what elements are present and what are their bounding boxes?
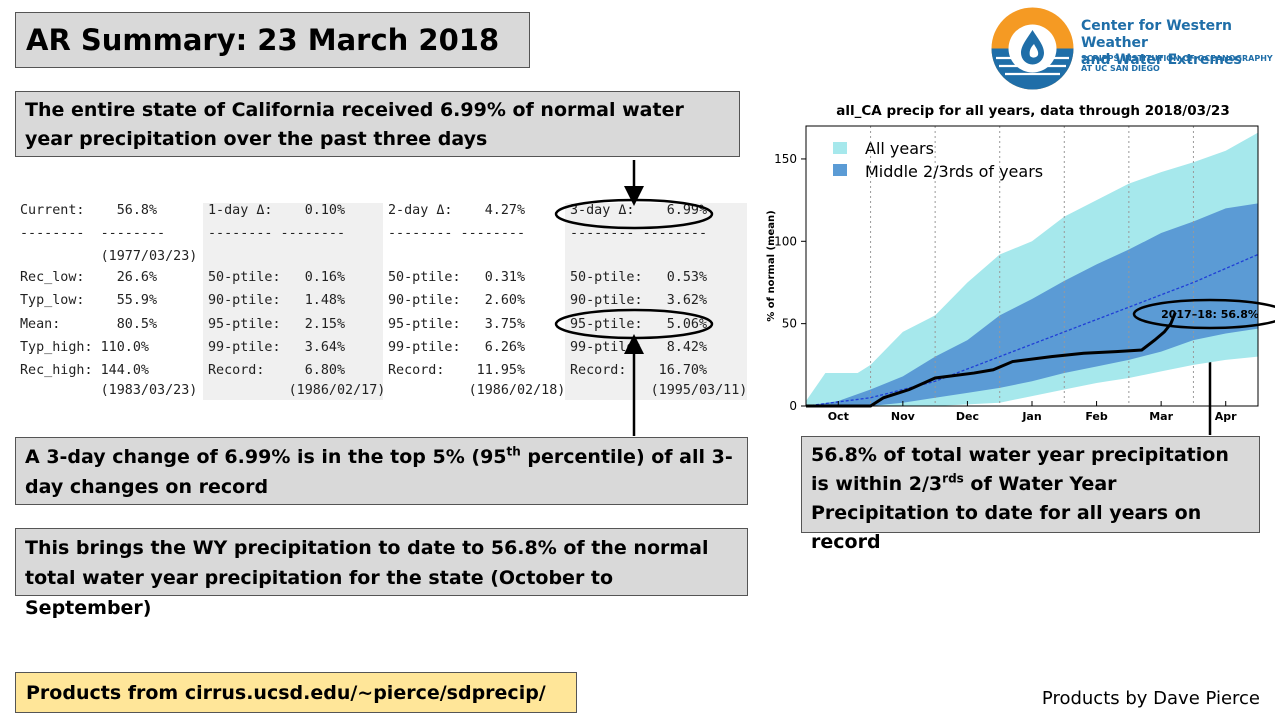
y-axis-label: % of normal (mean) xyxy=(766,210,777,321)
table-cell: Rec_high: 144.0% xyxy=(20,363,149,378)
table-cell: 2-day Δ: 4.27% xyxy=(388,203,526,218)
y-tick-label: 50 xyxy=(782,317,797,331)
table-cell: Record: 6.80% xyxy=(208,363,346,378)
table-cell: -------- -------- xyxy=(20,226,166,241)
table-cell: (1986/02/17) xyxy=(208,383,386,398)
table-cell: 3-day Δ: 6.99% xyxy=(570,203,708,218)
table-cell: 95-ptile: 2.15% xyxy=(208,317,346,332)
logo-line: and Water Extremes xyxy=(1081,52,1242,68)
table-cell: Record: 16.70% xyxy=(570,363,708,378)
title-text: AR Summary: 23 March 2018 xyxy=(26,23,500,57)
callout-text: percentile) of all 3-day changes on reco… xyxy=(25,446,733,498)
y-tick-label: 150 xyxy=(774,152,797,166)
x-tick-label: Dec xyxy=(956,410,979,423)
table-cell: Rec_low: 26.6% xyxy=(20,270,158,285)
callout-total-precip: 56.8% of total water year precipitation … xyxy=(801,436,1260,553)
logo-line: Center for Western Weather xyxy=(1081,18,1233,51)
table-col-3day: 3-day Δ: 6.99% -------- -------- 50-ptile:… xyxy=(565,203,747,400)
logo-line: SCRIPPS INSTITUTION OF OCEANOGRAPHY xyxy=(1081,54,1273,63)
precip-chart: 0 50 100 150 Oct Nov Dec Jan Feb Mar Apr % of norma… xyxy=(766,125,1275,423)
logo-subtitle: SCRIPPS INSTITUTION OF OCEANOGRAPHY AT UC… xyxy=(1081,54,1279,74)
ellipse-95ptile xyxy=(554,308,714,340)
credit-text: Products by Dave Pierce xyxy=(1041,688,1260,709)
cw3e-logo-icon xyxy=(991,7,1074,90)
table-cell: 99-ptile: 6.26% xyxy=(388,340,526,355)
table-cell: 50-ptile: 0.31% xyxy=(388,270,526,285)
callout-3day-change: A 3-day change of 6.99% is in the top 5%… xyxy=(15,437,748,505)
annotation-label: 2017–18: 56.8% xyxy=(1161,308,1259,321)
callout-text: A 3-day change of 6.99% is in the top 5%… xyxy=(25,446,507,468)
table-cell: Current: 56.8% xyxy=(20,203,158,218)
x-tick-label: Apr xyxy=(1215,410,1237,423)
page-title: AR Summary: 23 March 2018 xyxy=(15,12,530,68)
legend-swatch-all-years xyxy=(833,142,847,154)
ellipse-3day xyxy=(554,198,714,230)
table-cell: (1977/03/23) xyxy=(20,249,198,264)
table-cell: (1986/02/18) xyxy=(388,383,566,398)
legend-swatch-middle xyxy=(833,164,847,176)
x-tick-label: Oct xyxy=(828,410,849,423)
annotation-ellipse xyxy=(1132,298,1275,330)
legend-label-middle: Middle 2/3rds of years xyxy=(865,162,1043,181)
table-col-current: Current: 56.8% -------- -------- (1977/03… xyxy=(15,203,205,400)
table-cell: Mean: 80.5% xyxy=(20,317,158,332)
legend-label-all-years: All years xyxy=(865,139,934,158)
x-tick-label: Nov xyxy=(891,410,916,423)
table-cell: -------- -------- xyxy=(388,226,526,241)
table-cell: 1-day Δ: 0.10% xyxy=(208,203,346,218)
y-tick-label: 100 xyxy=(774,234,797,248)
x-tick-label: Feb xyxy=(1085,410,1108,423)
y-tick-label: 0 xyxy=(789,399,797,413)
table-cell: 90-ptile: 3.62% xyxy=(570,293,708,308)
callout-wy-precip: This brings the WY precipitation to date… xyxy=(15,528,748,619)
logo-line: AT UC SAN DIEGO xyxy=(1081,64,1160,73)
callout-text: of Water Year Precipitation to date for … xyxy=(811,473,1202,553)
table-cell: 90-ptile: 1.48% xyxy=(208,293,346,308)
table-cell: -------- -------- xyxy=(208,226,346,241)
mean-line xyxy=(805,253,1259,407)
table-cell: (1983/03/23) xyxy=(20,383,198,398)
table-cell: Typ_high: 110.0% xyxy=(20,340,149,355)
table-cell: Typ_low: 55.9% xyxy=(20,293,158,308)
table-cell: 95-ptile: 3.75% xyxy=(388,317,526,332)
table-cell: -------- -------- xyxy=(570,226,708,241)
table-cell: 90-ptile: 2.60% xyxy=(388,293,526,308)
x-tick-label: Mar xyxy=(1149,410,1173,423)
table-cell: 50-ptile: 0.16% xyxy=(208,270,346,285)
table-cell: 99-ptile: 3.64% xyxy=(208,340,346,355)
x-tick-label: Jan xyxy=(1021,410,1041,423)
table-cell: (1995/03/11) xyxy=(570,383,748,398)
chart-title: all_CA precip for all years, data throug… xyxy=(836,103,1230,119)
table-cell: 95-ptile: 5.06% xyxy=(570,317,708,332)
callout-text: 56.8% of total water year precipitation … xyxy=(811,444,1229,495)
table-col-1day: 1-day Δ: 0.10% -------- -------- 50-ptile:… xyxy=(203,203,386,400)
callout-sup: rds xyxy=(942,471,964,486)
callout-state-precip: The entire state of California received … xyxy=(15,91,740,157)
table-cell: Record: 11.95% xyxy=(388,363,526,378)
products-link[interactable]: Products from cirrus.ucsd.edu/~pierce/sd… xyxy=(15,672,577,713)
current-year-line xyxy=(806,311,1177,408)
callout-sup: th xyxy=(506,444,521,459)
logo-name: Center for Western Weather and Water Extr… xyxy=(1081,18,1279,69)
band-middle-two-thirds xyxy=(806,203,1258,406)
table-col-2day: 2-day Δ: 4.27% -------- -------- 50-ptile:… xyxy=(383,203,566,400)
table-cell: 50-ptile: 0.53% xyxy=(570,270,708,285)
